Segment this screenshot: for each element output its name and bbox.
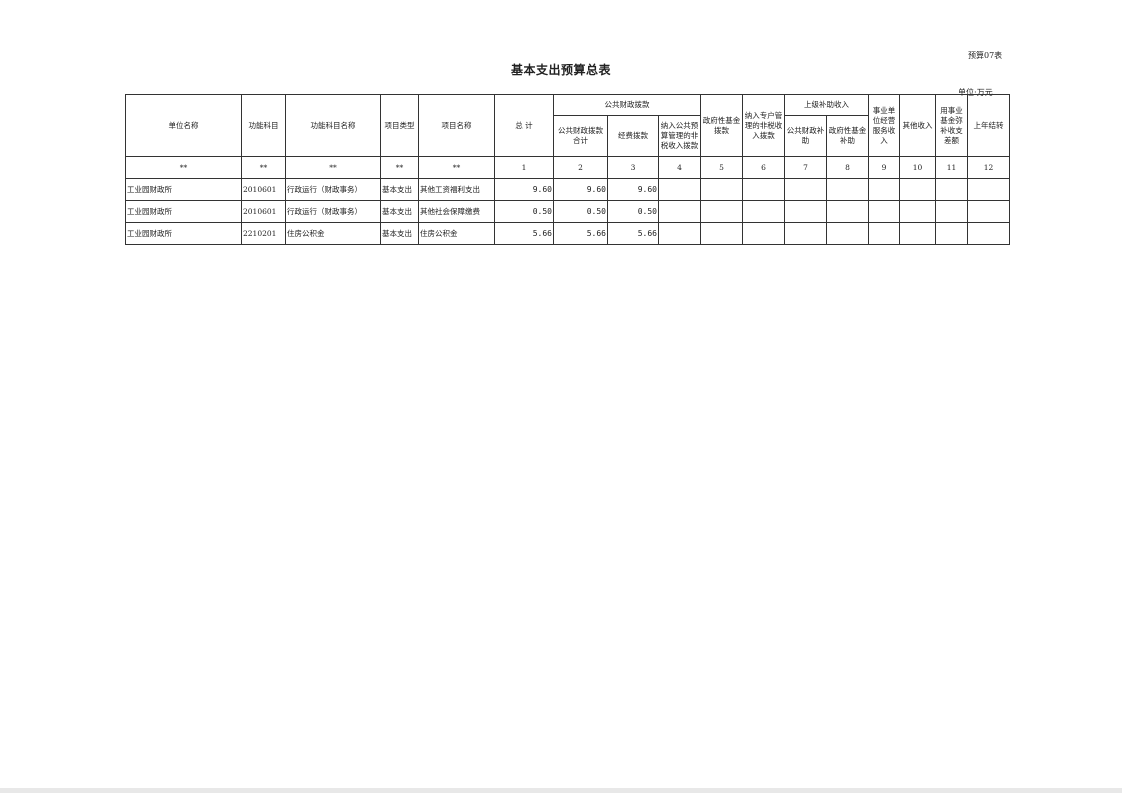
index-cell: 8 [826, 156, 869, 179]
cell-empty [868, 222, 900, 245]
cell-item: 住房公积金 [418, 222, 495, 245]
cell-total: 9.60 [494, 178, 554, 201]
cell-operating: 9.60 [607, 178, 659, 201]
cell-type: 基本支出 [380, 178, 419, 201]
cell-empty [784, 222, 827, 245]
header-row: 单位名称 功能科目 功能科目名称 项目类型 项目名称 总 计 公共财政拨款 政府… [125, 94, 1010, 157]
cell-item: 其他社会保障缴费 [418, 200, 495, 223]
cell-pf_total: 0.50 [553, 200, 608, 223]
index-cell: 9 [868, 156, 900, 179]
header-total: 总 计 [494, 94, 554, 157]
cell-empty [935, 178, 968, 201]
cell-empty [935, 200, 968, 223]
cell-code: 2210201 [241, 222, 286, 245]
index-cell: ** [285, 156, 381, 179]
header-fund-offset: 用事业基金弥补收支差额 [935, 94, 968, 157]
cell-empty [700, 222, 743, 245]
cell-empty [967, 178, 1010, 201]
cell-empty [935, 222, 968, 245]
cell-item: 其他工资福利支出 [418, 178, 495, 201]
cell-empty [742, 222, 785, 245]
header-item-name: 项目名称 [418, 94, 495, 157]
header-special-account: 纳入专户管理的非税收入拨款 [742, 94, 785, 157]
table-row: 工业园财政所 2210201 住房公积金 基本支出 住房公积金 5.66 5.66 5.66 [125, 222, 1010, 245]
index-cell: ** [125, 156, 242, 179]
index-cell: 7 [784, 156, 827, 179]
cell-empty [826, 222, 869, 245]
cell-empty [742, 178, 785, 201]
cell-code: 2010601 [241, 200, 286, 223]
cell-operating: 0.50 [607, 200, 659, 223]
cell-total: 5.66 [494, 222, 554, 245]
cell-func: 行政运行（财政事务） [285, 200, 381, 223]
header-gov-fund: 政府性基金拨款 [700, 94, 743, 157]
cell-empty [658, 200, 701, 223]
cell-empty [967, 200, 1010, 223]
scan-edge [0, 788, 1122, 793]
cell-empty [899, 178, 936, 201]
header-unit-name: 单位名称 [125, 94, 242, 157]
subheader-row: 公共财政拨款合计 经费拨款 纳入公共预算管理的非税收入拨款 公共财政补助 政府性… [126, 115, 1010, 157]
index-cell: 4 [658, 156, 701, 179]
header-gf-subsidy: 政府性基金补助 [826, 115, 869, 157]
cell-empty [658, 222, 701, 245]
index-cell: 12 [967, 156, 1010, 179]
table-row: 工业园财政所 2010601 行政运行（财政事务） 基本支出 其他工资福利支出 9.60 9… [125, 178, 1010, 201]
index-cell: 11 [935, 156, 968, 179]
cell-code: 2010601 [241, 178, 286, 201]
cell-empty [700, 200, 743, 223]
cell-func: 住房公积金 [285, 222, 381, 245]
cell-empty [826, 200, 869, 223]
index-cell: 3 [607, 156, 659, 179]
cell-empty [658, 178, 701, 201]
cell-empty [742, 200, 785, 223]
index-cell: ** [418, 156, 495, 179]
index-cell: 1 [494, 156, 554, 179]
page-title: 基本支出预算总表 [510, 63, 611, 77]
cell-func: 行政运行（财政事务） [285, 178, 381, 201]
table-row: 工业园财政所 2010601 行政运行（财政事务） 基本支出 其他社会保障缴费 0.50 0… [125, 200, 1010, 223]
unit-label: 单位:万元 [958, 88, 993, 97]
header-other-income: 其他收入 [899, 94, 936, 157]
index-cell: 2 [553, 156, 608, 179]
header-business-income: 事业单位经营服务收入 [868, 94, 900, 157]
cell-unit: 工业园财政所 [125, 222, 242, 245]
cell-empty [868, 178, 900, 201]
cell-empty [826, 178, 869, 201]
cell-type: 基本支出 [380, 200, 419, 223]
header-superior-subsidy: 上级补助收入 [784, 94, 869, 116]
cell-empty [967, 222, 1010, 245]
cell-pf_total: 5.66 [553, 222, 608, 245]
cell-pf_total: 9.60 [553, 178, 608, 201]
header-pf-subsidy: 公共财政补助 [784, 115, 827, 157]
header-func-code: 功能科目 [241, 94, 286, 157]
index-cell: 10 [899, 156, 936, 179]
header-func-name: 功能科目名称 [285, 94, 381, 157]
cell-operating: 5.66 [607, 222, 659, 245]
index-cell: 5 [700, 156, 743, 179]
cell-empty [700, 178, 743, 201]
index-cell: 6 [742, 156, 785, 179]
index-cell: ** [241, 156, 286, 179]
header-carryover: 上年结转 [967, 94, 1010, 157]
cell-empty [899, 200, 936, 223]
cell-unit: 工业园财政所 [125, 200, 242, 223]
cell-empty [784, 178, 827, 201]
header-non-tax: 纳入公共预算管理的非税收入拨款 [658, 115, 701, 157]
cell-empty [899, 222, 936, 245]
cell-unit: 工业园财政所 [125, 178, 242, 201]
index-row: ** ** ** ** ** 1 2 3 4 5 6 7 8 9 10 11 12 [125, 156, 1010, 179]
cell-type: 基本支出 [380, 222, 419, 245]
index-cell: ** [380, 156, 419, 179]
cell-empty [868, 200, 900, 223]
header-pf-total: 公共财政拨款合计 [553, 115, 608, 157]
budget-table: 单位名称 功能科目 功能科目名称 项目类型 项目名称 总 计 公共财政拨款 政府… [125, 94, 1010, 245]
header-public-finance: 公共财政拨款 [553, 94, 701, 116]
cell-total: 0.50 [494, 200, 554, 223]
form-number: 预算07表 [968, 51, 1003, 60]
cell-empty [784, 200, 827, 223]
header-item-type: 项目类型 [380, 94, 419, 157]
header-operating: 经费拨款 [607, 115, 659, 157]
